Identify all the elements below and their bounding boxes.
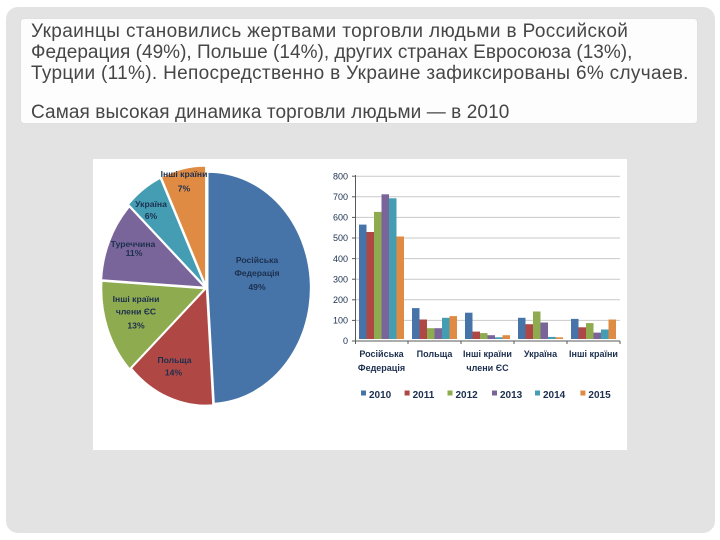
svg-text:800: 800: [333, 171, 348, 181]
svg-text:Російська: Російська: [359, 349, 404, 359]
svg-text:2015: 2015: [588, 390, 611, 401]
svg-text:Федерація: Федерація: [358, 363, 405, 373]
svg-text:600: 600: [333, 213, 348, 223]
svg-text:Інші країни: Інші країни: [161, 169, 208, 179]
svg-text:члени ЄС: члени ЄС: [116, 307, 156, 317]
svg-text:Україна: Україна: [524, 349, 558, 359]
svg-text:Російська: Російська: [236, 255, 278, 265]
svg-text:2014: 2014: [543, 390, 566, 401]
svg-text:100: 100: [333, 316, 348, 326]
svg-text:Україна: Україна: [135, 199, 167, 209]
svg-text:200: 200: [333, 295, 348, 305]
svg-text:Польща: Польща: [157, 355, 191, 365]
svg-text:Інші країни: Інші країни: [569, 349, 618, 359]
svg-text:500: 500: [333, 233, 348, 243]
svg-text:Туреччина: Туреччина: [111, 239, 156, 249]
svg-text:7%: 7%: [178, 184, 191, 194]
svg-text:члени ЄС: члени ЄС: [466, 363, 509, 373]
svg-text:6%: 6%: [145, 211, 158, 221]
svg-text:Польща: Польща: [417, 349, 454, 359]
svg-text:2013: 2013: [500, 390, 523, 401]
svg-text:14%: 14%: [165, 368, 183, 378]
svg-text:49%: 49%: [248, 282, 266, 292]
svg-text:300: 300: [333, 274, 348, 284]
svg-text:400: 400: [333, 254, 348, 264]
svg-text:2010: 2010: [369, 390, 392, 401]
svg-text:11%: 11%: [126, 248, 143, 258]
svg-text:Інші країни: Інші країни: [463, 349, 512, 359]
svg-text:Федерація: Федерація: [234, 268, 279, 278]
svg-text:13%: 13%: [127, 321, 145, 331]
svg-text:2012: 2012: [456, 390, 479, 401]
svg-text:700: 700: [333, 192, 348, 202]
svg-text:0: 0: [343, 336, 348, 346]
svg-text:Інші країни: Інші країни: [113, 294, 160, 304]
svg-text:2011: 2011: [413, 390, 435, 401]
